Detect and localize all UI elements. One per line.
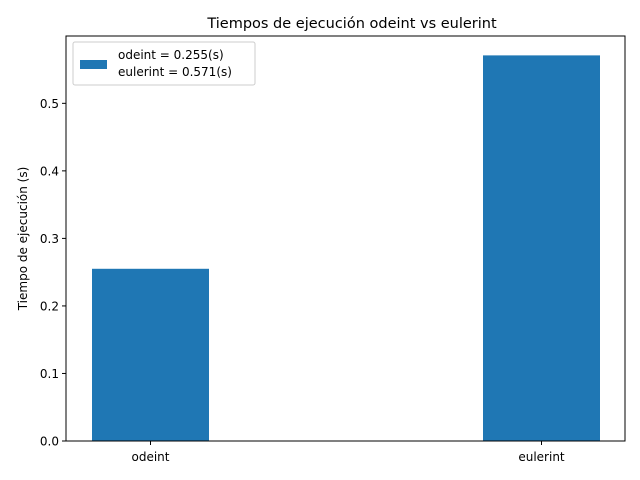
y-tick-label: 0.5	[40, 97, 59, 111]
legend: odeint = 0.255(s) eulerint = 0.571(s)	[72, 41, 256, 86]
legend-box	[72, 41, 256, 86]
y-tick-label: 0.1	[40, 367, 59, 381]
legend-line-2: eulerint = 0.571(s)	[118, 65, 232, 79]
legend-swatch	[80, 60, 107, 69]
legend-line-1: odeint = 0.255(s)	[118, 48, 224, 62]
y-tick-label: 0.4	[40, 164, 59, 178]
x-tick-label-eulerint: eulerint	[518, 450, 565, 464]
plot-frame	[65, 35, 626, 442]
y-axis-label: Tiempo de ejecución (s)	[16, 167, 30, 312]
y-tick-label: 0.3	[40, 232, 59, 246]
bar-eulerint	[483, 55, 600, 441]
bar-odeint	[92, 268, 209, 441]
y-tick-label: 0.0	[40, 435, 59, 449]
x-tick-label-odeint: odeint	[132, 450, 170, 464]
chart-title: Tiempos de ejecución odeint vs eulerint	[206, 16, 497, 32]
y-tick-label: 0.2	[40, 299, 59, 313]
